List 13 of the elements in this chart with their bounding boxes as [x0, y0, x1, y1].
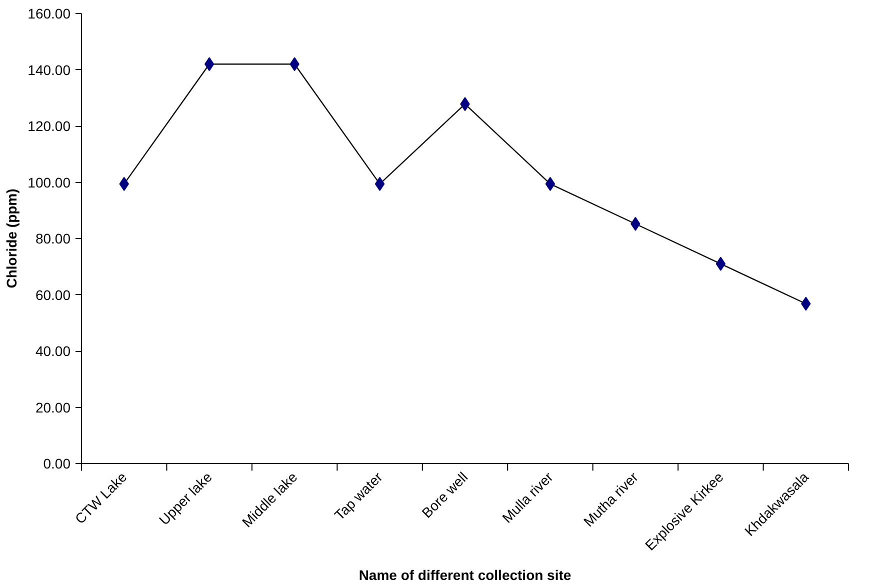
- y-tick-label: 40.00: [35, 343, 71, 359]
- point: [545, 176, 556, 191]
- y-tick-label: 160.00: [28, 6, 71, 22]
- y-tick-label: 80.00: [35, 230, 71, 246]
- point: [374, 176, 385, 191]
- y-tick-label: 100.00: [28, 174, 71, 190]
- x-axis-title: Name of different collection site: [358, 566, 572, 583]
- y-axis-title: Chloride (ppm): [4, 188, 20, 288]
- y-tick-label: 140.00: [28, 62, 71, 78]
- y-tick-label: 20.00: [35, 399, 71, 416]
- y-tick-label: 60.00: [35, 286, 71, 303]
- y-tick-label: 120.00: [28, 118, 71, 134]
- y-tick-label: 0.00: [43, 456, 71, 472]
